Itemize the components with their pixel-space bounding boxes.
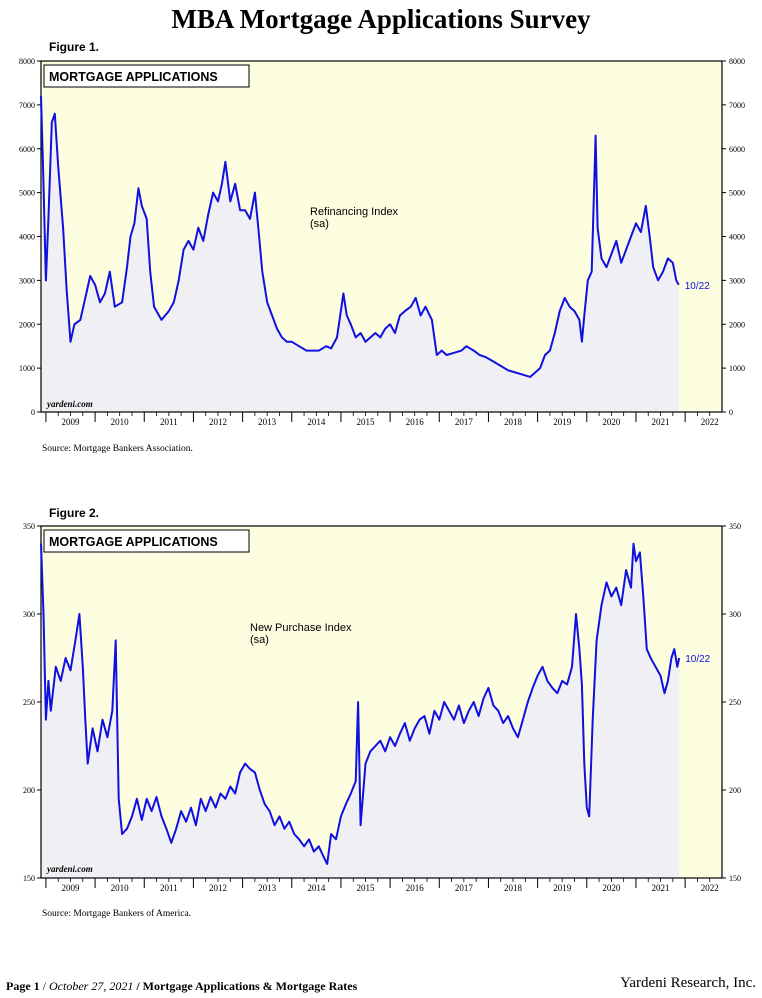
series-sub-label: (sa) bbox=[310, 218, 329, 230]
x-tick-label: 2019 bbox=[553, 417, 572, 427]
y-tick-label-left: 6000 bbox=[19, 145, 35, 154]
y-tick-label-right: 0 bbox=[729, 408, 733, 417]
y-tick-label-right: 8000 bbox=[729, 57, 745, 66]
box-title: MORTGAGE APPLICATIONS bbox=[43, 64, 250, 88]
x-tick-label: 2012 bbox=[209, 883, 227, 893]
y-tick-label-left: 2000 bbox=[19, 320, 35, 329]
x-tick-label: 2015 bbox=[357, 883, 376, 893]
y-tick-label-left: 3000 bbox=[19, 276, 35, 285]
page-title: MBA Mortgage Applications Survey bbox=[171, 4, 591, 34]
x-tick-label: 2019 bbox=[553, 883, 572, 893]
footer-page: Page 1 bbox=[6, 979, 40, 993]
y-tick-label-right: 4000 bbox=[729, 233, 745, 242]
y-tick-label-right: 5000 bbox=[729, 189, 745, 198]
series-area bbox=[41, 96, 679, 412]
y-tick-label-left: 0 bbox=[31, 408, 35, 417]
footer-company: Yardeni Research, Inc. bbox=[620, 975, 756, 991]
y-tick-label-left: 4000 bbox=[19, 233, 35, 242]
series-line bbox=[40, 542, 681, 865]
footer-doc-title: Mortgage Applications & Mortgage Rates bbox=[142, 979, 358, 993]
box-title-text: MORTGAGE APPLICATIONS bbox=[49, 535, 218, 549]
y-tick-label-right: 1000 bbox=[729, 364, 745, 373]
x-tick-label: 2014 bbox=[307, 883, 326, 893]
x-tick-label: 2022 bbox=[701, 883, 719, 893]
y-tick-label-right: 7000 bbox=[729, 101, 745, 110]
box-title-frame bbox=[43, 529, 250, 553]
series-area bbox=[41, 543, 680, 878]
footer-date: October 27, 2021 bbox=[49, 979, 134, 993]
y-tick-label-left: 200 bbox=[23, 786, 35, 795]
series-line bbox=[40, 96, 680, 378]
x-tick-label: 2013 bbox=[258, 417, 277, 427]
series-label: Refinancing Index bbox=[310, 206, 399, 218]
y-tick-label-left: 150 bbox=[23, 874, 35, 883]
y-tick-label-left: 1000 bbox=[19, 364, 35, 373]
figure-1-label: Figure 1. bbox=[49, 40, 100, 54]
y-tick-label-right: 2000 bbox=[729, 320, 745, 329]
series-sub-label: (sa) bbox=[250, 634, 269, 646]
x-tick-label: 2010 bbox=[111, 417, 130, 427]
end-date-label: 10/22 bbox=[685, 281, 710, 292]
x-tick-label: 2020 bbox=[602, 417, 621, 427]
footer-left: Page 1 / October 27, 2021 / Mortgage App… bbox=[6, 979, 358, 993]
x-tick-label: 2011 bbox=[160, 417, 178, 427]
x-tick-label: 2009 bbox=[62, 883, 81, 893]
x-tick-label: 2010 bbox=[111, 883, 130, 893]
watermark: yardeni.com bbox=[46, 864, 93, 874]
y-tick-label-left: 250 bbox=[23, 698, 35, 707]
x-tick-label: 2020 bbox=[602, 883, 621, 893]
x-tick-label: 2018 bbox=[504, 883, 523, 893]
x-tick-label: 2021 bbox=[652, 883, 670, 893]
y-tick-label-left: 300 bbox=[23, 610, 35, 619]
series-label: New Purchase Index bbox=[250, 622, 352, 634]
x-tick-label: 2016 bbox=[406, 417, 425, 427]
x-tick-label: 2022 bbox=[701, 417, 719, 427]
watermark: yardeni.com bbox=[46, 399, 93, 409]
y-tick-label-right: 6000 bbox=[729, 145, 745, 154]
x-tick-label: 2015 bbox=[357, 417, 376, 427]
box-title-frame bbox=[43, 64, 250, 88]
y-tick-label-right: 350 bbox=[729, 522, 741, 531]
end-date-label: 10/22 bbox=[685, 654, 710, 665]
y-tick-label-right: 250 bbox=[729, 698, 741, 707]
x-tick-label: 2017 bbox=[455, 883, 474, 893]
x-tick-label: 2011 bbox=[160, 883, 178, 893]
x-tick-label: 2016 bbox=[406, 883, 425, 893]
y-tick-label-right: 3000 bbox=[729, 276, 745, 285]
refinancing-chart: 0 0 1000 1000 2000 2000 3000 3000 4000 4000 5000 50… bbox=[19, 57, 745, 427]
x-tick-label: 2021 bbox=[652, 417, 670, 427]
y-tick-label-right: 200 bbox=[729, 786, 741, 795]
box-title-text: MORTGAGE APPLICATIONS bbox=[49, 70, 218, 84]
purchase-chart: 150 150 200 200 250 250 300 300 350 350 2009 2010 20… bbox=[23, 522, 741, 893]
y-tick-label-right: 150 bbox=[729, 874, 741, 883]
y-tick-label-left: 5000 bbox=[19, 189, 35, 198]
y-tick-label-left: 8000 bbox=[19, 57, 35, 66]
figure-2-source: Source: Mortgage Bankers of America. bbox=[42, 909, 192, 919]
x-tick-label: 2013 bbox=[258, 883, 277, 893]
x-tick-label: 2009 bbox=[62, 417, 81, 427]
y-tick-label-right: 300 bbox=[729, 610, 741, 619]
y-tick-label-left: 7000 bbox=[19, 101, 35, 110]
x-tick-label: 2012 bbox=[209, 417, 227, 427]
figure-1-source: Source: Mortgage Bankers Association. bbox=[42, 444, 193, 454]
x-tick-label: 2014 bbox=[307, 417, 326, 427]
figure-2-label: Figure 2. bbox=[49, 506, 100, 520]
box-title: MORTGAGE APPLICATIONS bbox=[43, 529, 250, 553]
x-tick-label: 2017 bbox=[455, 417, 474, 427]
y-tick-label-left: 350 bbox=[23, 522, 35, 531]
x-tick-label: 2018 bbox=[504, 417, 523, 427]
